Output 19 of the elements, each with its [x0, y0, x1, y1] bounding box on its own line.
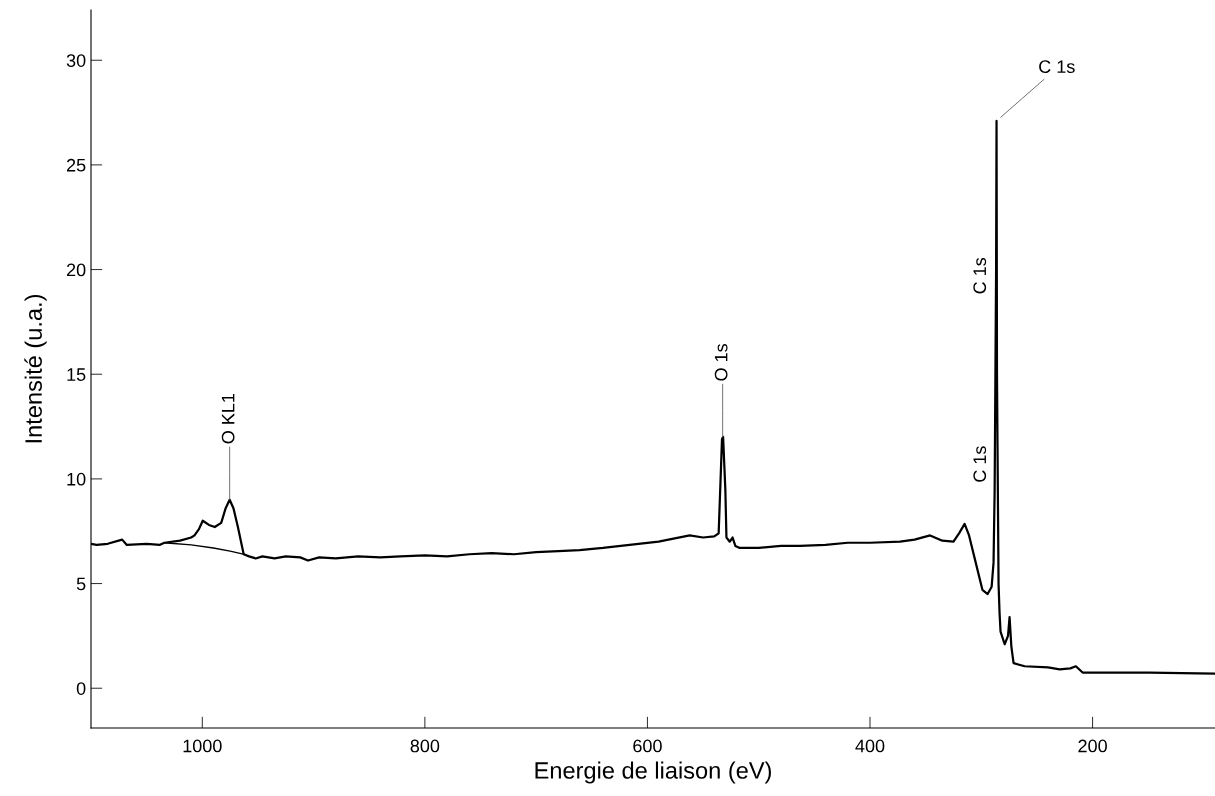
- x-tick-label: 1000: [183, 739, 222, 753]
- annotation: C 1s: [973, 446, 987, 482]
- y-tick-label: 25: [66, 158, 86, 172]
- x-tick-label: 800: [410, 739, 440, 753]
- y-tick-label: 15: [67, 368, 86, 381]
- y-tick-label: 0: [76, 682, 86, 695]
- x-axis-title: Energie de liaison (eV): [535, 761, 771, 784]
- y-tick-label: 5: [76, 577, 86, 591]
- annotation: C 1s: [1039, 60, 1075, 74]
- y-axis-title: Intensité (u.a.): [24, 295, 47, 443]
- x-tick-label: 200: [1078, 739, 1107, 753]
- y-tick-label: 10: [67, 472, 86, 486]
- x-tick-label: 400: [855, 739, 885, 753]
- annotation: O 1s: [714, 344, 728, 381]
- annotation: O KL1: [221, 393, 235, 444]
- x-tick-label: 600: [633, 739, 662, 753]
- y-tick-label: 20: [66, 263, 86, 277]
- annotation: C 1s: [973, 257, 987, 294]
- y-tick-label: 30: [66, 54, 86, 67]
